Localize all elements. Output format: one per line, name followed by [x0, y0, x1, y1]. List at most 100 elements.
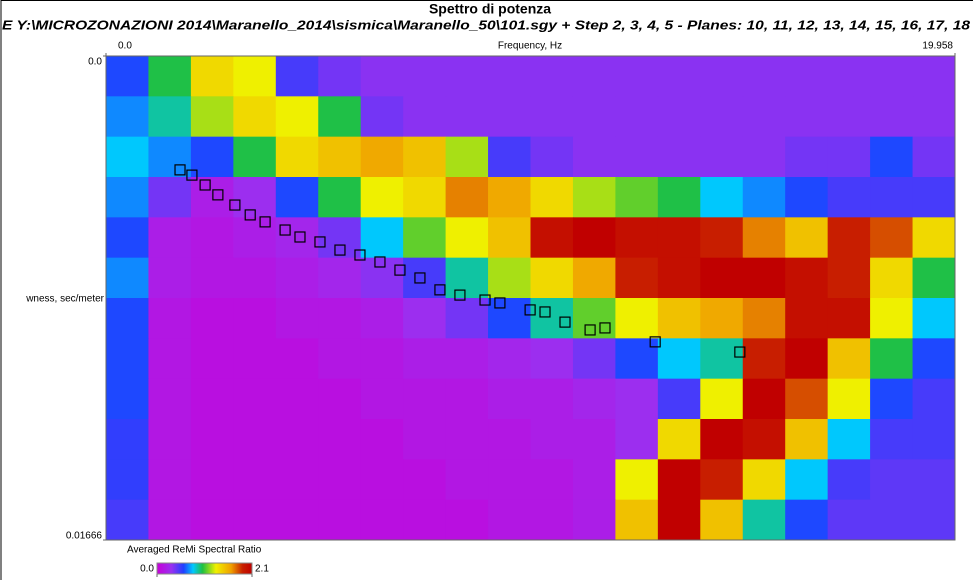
- heatmap-cell: [106, 499, 149, 541]
- heatmap-cell: [190, 136, 234, 178]
- heatmap-cell: [190, 96, 234, 138]
- heatmap-cell: [742, 459, 786, 501]
- heatmap-cell: [445, 419, 489, 460]
- heatmap-cell: [530, 217, 574, 259]
- picked-point: [174, 164, 186, 176]
- picked-point: [212, 189, 224, 201]
- heatmap-cell: [318, 96, 362, 138]
- heatmap-cell: [700, 217, 744, 259]
- heatmap-cell: [615, 499, 659, 541]
- heatmap-cell: [488, 257, 531, 299]
- heatmap-cell: [912, 136, 956, 178]
- heatmap-cell: [190, 217, 234, 259]
- heatmap-cell: [148, 96, 192, 138]
- heatmap-cell: [827, 96, 871, 138]
- heatmap-cell: [657, 298, 701, 339]
- heatmap-cell: [275, 96, 319, 138]
- heatmap-cell: [106, 136, 149, 178]
- heatmap-cell: [870, 499, 914, 541]
- heatmap-cell: [912, 217, 956, 259]
- heatmap-cell: [148, 56, 192, 97]
- x-axis-label: Frequency, Hz: [498, 41, 562, 52]
- heatmap-cell: [615, 298, 659, 339]
- heatmap-cell: [530, 257, 574, 299]
- heatmap-cell: [106, 378, 149, 420]
- heatmap-cell: [657, 338, 701, 380]
- heatmap-cell: [572, 338, 616, 380]
- heatmap-cell: [742, 298, 786, 339]
- heatmap-cell: [572, 96, 616, 138]
- heatmap-cell: [785, 56, 829, 97]
- heatmap-cell: [615, 257, 659, 299]
- heatmap-cell: [827, 459, 871, 501]
- heatmap-cell: [318, 378, 362, 420]
- heatmap-cell: [827, 338, 871, 380]
- heatmap-cell: [785, 96, 829, 138]
- heatmap-cell: [912, 177, 956, 218]
- heatmap-cell: [870, 338, 914, 380]
- heatmap-cell: [445, 338, 489, 380]
- heatmap-cell: [190, 56, 234, 97]
- heatmap-cell: [572, 419, 616, 460]
- heatmap-cell: [275, 136, 319, 178]
- heatmap-cell: [445, 257, 489, 299]
- heatmap-cell: [700, 257, 744, 299]
- heatmap-cell: [700, 56, 744, 97]
- heatmap-cell: [106, 459, 149, 501]
- heatmap-cell: [827, 217, 871, 259]
- heatmap-cell: [275, 177, 319, 218]
- heatmap-cell: [403, 378, 447, 420]
- heatmap-cell: [572, 499, 616, 541]
- heatmap-cell: [275, 459, 319, 501]
- heatmap-cell: [148, 419, 192, 460]
- heatmap-cell: [742, 378, 786, 420]
- picked-point: [259, 216, 271, 228]
- y-tick-label: 0.0: [88, 57, 102, 68]
- heatmap-cell: [233, 217, 277, 259]
- heatmap-cell: [572, 217, 616, 259]
- heatmap-cell: [275, 298, 319, 339]
- heatmap-cell: [488, 56, 531, 97]
- heatmap-cell: [148, 499, 192, 541]
- heatmap-cell: [615, 378, 659, 420]
- heatmap-cell: [615, 96, 659, 138]
- heatmap-cell: [106, 217, 149, 259]
- heatmap-cell: [615, 338, 659, 380]
- heatmap-cell: [700, 298, 744, 339]
- heatmap-cell: [233, 96, 277, 138]
- heatmap-cell: [106, 96, 149, 138]
- heatmap-cell: [190, 378, 234, 420]
- heatmap-cell: [912, 298, 956, 339]
- heatmap-cell: [742, 217, 786, 259]
- heatmap-cell: [403, 499, 447, 541]
- heatmap-cell: [785, 177, 829, 218]
- heatmap-cell: [403, 217, 447, 259]
- heatmap-cell: [530, 338, 574, 380]
- picked-point: [649, 336, 661, 348]
- heatmap-cell: [148, 298, 192, 339]
- heatmap-cell: [445, 459, 489, 501]
- heatmap-cell: [700, 459, 744, 501]
- heatmap-cell: [233, 56, 277, 97]
- heatmap-cell: [912, 459, 956, 501]
- heatmap-cell: [360, 217, 404, 259]
- heatmap-cell: [233, 419, 277, 460]
- heatmap-cell: [530, 96, 574, 138]
- heatmap-cell: [106, 338, 149, 380]
- heatmap-cell: [530, 499, 574, 541]
- heatmap-cell: [657, 419, 701, 460]
- heatmap-cell: [572, 177, 616, 218]
- heatmap-cell: [912, 96, 956, 138]
- heatmap-cell: [190, 459, 234, 501]
- picked-point: [244, 209, 256, 221]
- picked-point: [394, 264, 406, 276]
- heatmap-cell: [870, 298, 914, 339]
- heatmap-cell: [275, 499, 319, 541]
- heatmap-cell: [700, 378, 744, 420]
- heatmap-cell: [445, 499, 489, 541]
- picked-point: [314, 236, 326, 248]
- heatmap-cell: [912, 419, 956, 460]
- heatmap-cell: [530, 136, 574, 178]
- picked-point: [524, 304, 536, 316]
